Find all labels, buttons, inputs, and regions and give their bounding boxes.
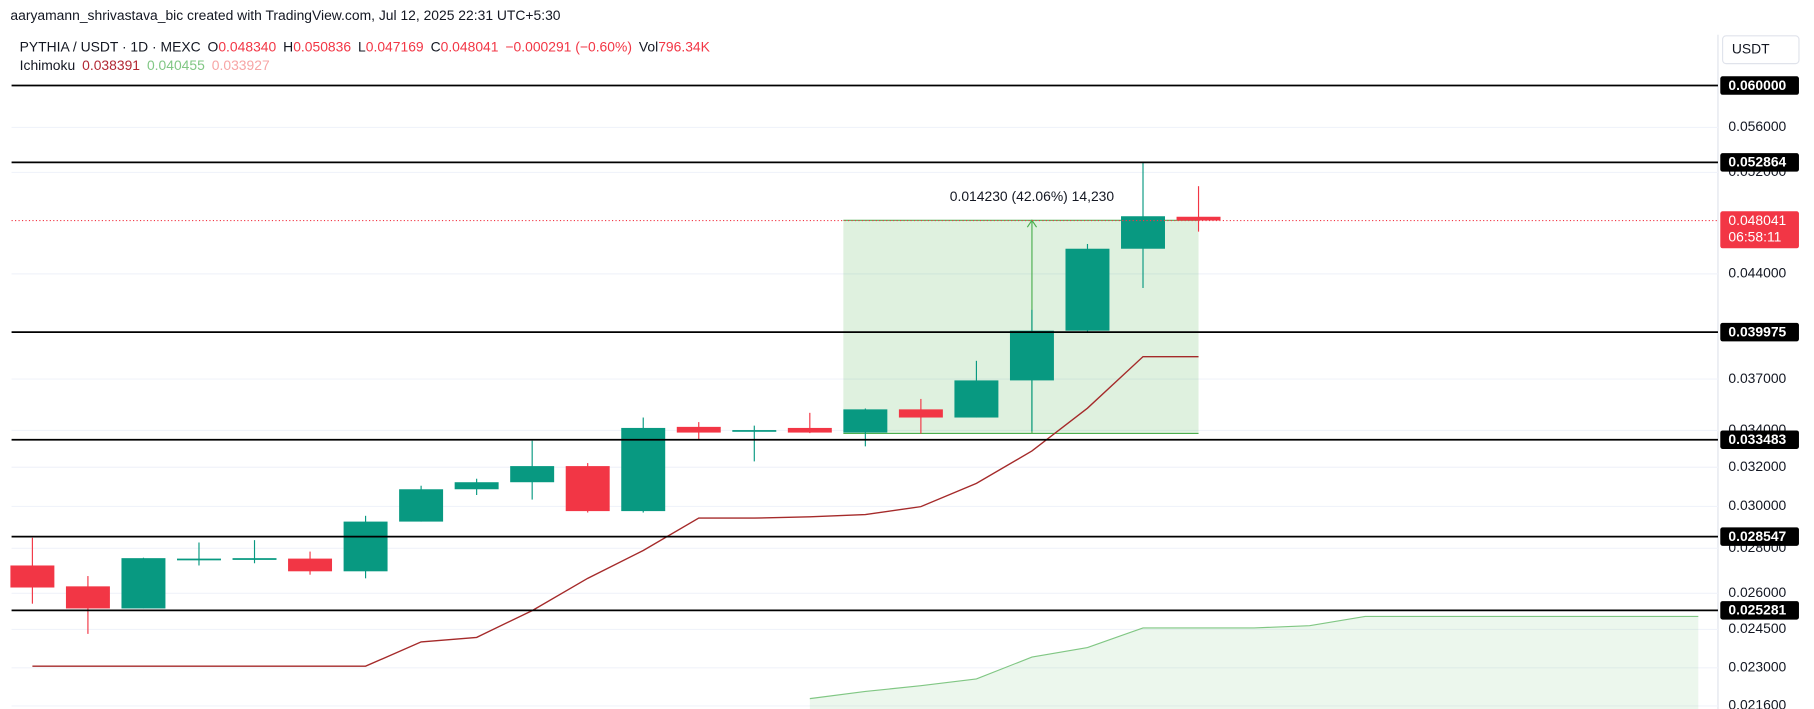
header: aaryamann_shrivastava_bic created with T… bbox=[10, 7, 1800, 73]
level-tag bbox=[1720, 153, 1799, 172]
indicator-name: Ichimoku bbox=[20, 57, 76, 73]
candle-body bbox=[1121, 216, 1165, 249]
base-line bbox=[32, 355, 1199, 667]
current-price-tag bbox=[1720, 211, 1799, 249]
y-tick-label: 0.032000 bbox=[1728, 458, 1786, 474]
y-tick-label: 0.037000 bbox=[1728, 370, 1786, 386]
symbol: PYTHIA / USDT · 1D · MEXC bbox=[20, 38, 201, 54]
level-tag bbox=[1720, 76, 1799, 95]
plot: 0.014230 (42.06%) 14,230 bbox=[10, 84, 1718, 709]
candle-body bbox=[676, 426, 721, 433]
candle-body bbox=[65, 586, 110, 609]
level-label: 0.060000 bbox=[1728, 77, 1786, 93]
candle-body bbox=[732, 430, 777, 432]
y-tick-label: 0.024500 bbox=[1728, 620, 1786, 636]
candle-body bbox=[177, 558, 221, 561]
candle-body bbox=[1065, 248, 1110, 331]
legend-value: 0.048041 bbox=[441, 38, 499, 54]
candle-body bbox=[565, 466, 610, 512]
level-label: 0.052864 bbox=[1728, 154, 1786, 170]
measure-box bbox=[843, 220, 1199, 434]
y-tick-label: 0.030000 bbox=[1728, 497, 1786, 513]
candle-body bbox=[510, 466, 555, 483]
y-tick-label: 0.026000 bbox=[1728, 584, 1786, 600]
indicator-legend: Ichimoku 0.038391 0.040455 0.033927 bbox=[20, 57, 270, 73]
candle-body bbox=[232, 558, 277, 560]
legend-key: C bbox=[431, 38, 441, 54]
level-tag bbox=[1720, 322, 1799, 342]
candle-body bbox=[621, 427, 666, 512]
legend-key: L bbox=[358, 38, 366, 54]
price-axis: 0.0560000.0520000.0440000.0370000.034000… bbox=[1720, 76, 1799, 709]
cloud-line bbox=[809, 615, 1699, 700]
candle-body bbox=[1009, 330, 1054, 381]
grid bbox=[11, 126, 1718, 707]
level-label: 0.033483 bbox=[1728, 431, 1786, 447]
candle-body bbox=[121, 558, 166, 609]
credit: aaryamann_shrivastava_bic created with T… bbox=[10, 7, 560, 23]
level-tag bbox=[1720, 430, 1799, 449]
legend-value: 0.047169 bbox=[366, 38, 424, 54]
legend-value: 0.050836 bbox=[293, 38, 351, 54]
y-tick-label: 0.056000 bbox=[1728, 118, 1786, 134]
candle-body bbox=[399, 489, 444, 522]
currency-button[interactable] bbox=[1722, 35, 1800, 65]
level-tag bbox=[1720, 527, 1799, 546]
legend-key: O bbox=[208, 38, 219, 54]
y-tick-label: 0.044000 bbox=[1728, 265, 1786, 281]
level-tag bbox=[1720, 601, 1799, 620]
candle-body bbox=[898, 409, 943, 418]
indicator-value: 0.038391 bbox=[82, 57, 140, 73]
cloud-area bbox=[809, 616, 1699, 709]
candle-body bbox=[10, 565, 55, 588]
indicator-value: 0.033927 bbox=[212, 57, 270, 73]
candle-body bbox=[787, 427, 832, 433]
candle-body bbox=[954, 380, 999, 418]
candle-body bbox=[1176, 216, 1221, 221]
legend-value: 0.048340 bbox=[218, 38, 276, 54]
indicator-value: 0.040455 bbox=[147, 57, 205, 73]
current-price-label: 0.048041 bbox=[1728, 212, 1786, 228]
candle-body bbox=[454, 482, 499, 490]
candle-body bbox=[343, 521, 388, 572]
countdown-label: 06:58:11 bbox=[1728, 229, 1781, 245]
legend: PYTHIA / USDT · 1D · MEXC O0.048340 H0.050… bbox=[20, 38, 711, 54]
candle-body bbox=[288, 558, 333, 572]
legend-key: H bbox=[283, 38, 293, 54]
currency-label[interactable]: USDT bbox=[1732, 40, 1770, 56]
legend-change: −0.000291 (−0.60%) bbox=[505, 38, 632, 54]
y-tick-label: 0.023000 bbox=[1728, 658, 1786, 674]
legend-value: 796.34K bbox=[658, 38, 710, 54]
candle-body bbox=[843, 409, 888, 433]
level-label: 0.028547 bbox=[1728, 528, 1786, 544]
legend-key: Vol bbox=[639, 38, 658, 54]
level-label: 0.039975 bbox=[1728, 323, 1786, 339]
y-tick-label: 0.021600 bbox=[1728, 697, 1786, 709]
measure-label: 0.014230 (42.06%) 14,230 bbox=[950, 188, 1115, 204]
level-label: 0.025281 bbox=[1728, 602, 1786, 618]
